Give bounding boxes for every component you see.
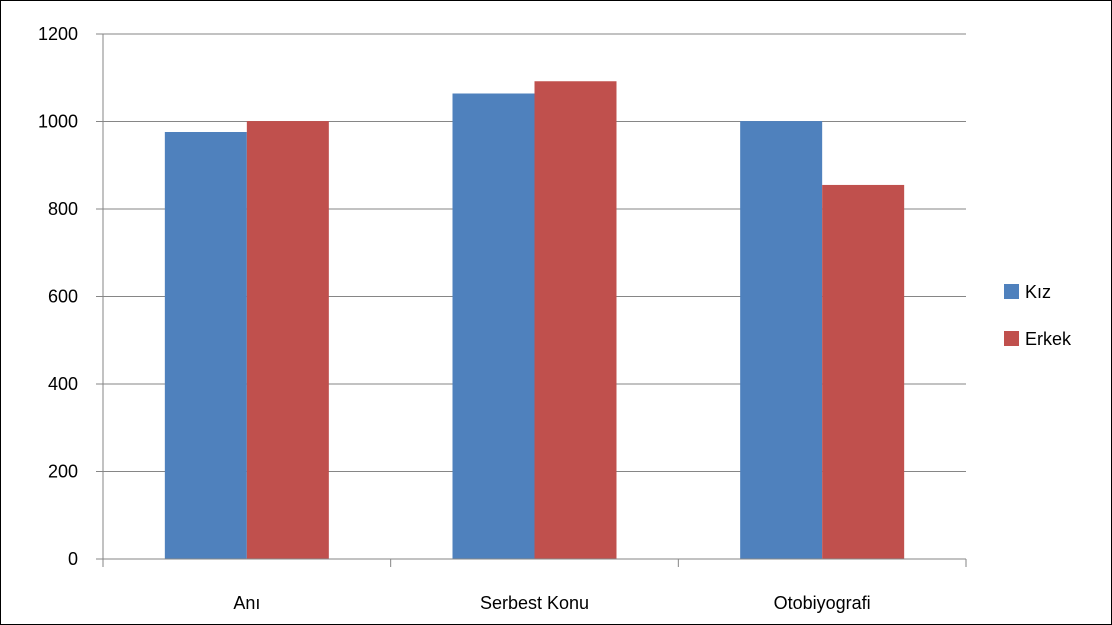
y-tick-label: 400 bbox=[48, 374, 78, 394]
bars bbox=[164, 81, 905, 559]
x-tick-label: Serbest Konu bbox=[480, 593, 589, 613]
legend-swatch bbox=[1004, 284, 1019, 299]
x-tick-label: Anı bbox=[233, 593, 260, 613]
legend-label: Kız bbox=[1025, 282, 1051, 302]
y-tick-label: 1000 bbox=[38, 112, 78, 132]
bar-kiz-1 bbox=[452, 93, 535, 559]
axes: 0 200 400 600 800 1000 1200 Anı Serbest Konu Otob… bbox=[38, 24, 967, 613]
bar-erkek-2 bbox=[822, 184, 905, 559]
legend: Kız Erkek bbox=[1004, 282, 1072, 349]
legend-swatch bbox=[1004, 331, 1019, 346]
bar-erkek-0 bbox=[246, 121, 329, 559]
y-tick-label: 200 bbox=[48, 462, 78, 482]
y-tick-label: 1200 bbox=[38, 24, 78, 44]
legend-label: Erkek bbox=[1025, 329, 1072, 349]
y-tick-label: 800 bbox=[48, 199, 78, 219]
y-tick-label: 600 bbox=[48, 287, 78, 307]
bar-kiz-0 bbox=[164, 132, 247, 559]
bar-kiz-2 bbox=[740, 121, 823, 559]
x-tick-label: Otobiyografi bbox=[774, 593, 871, 613]
bar-erkek-1 bbox=[534, 81, 617, 559]
y-tick-label: 0 bbox=[68, 549, 78, 569]
